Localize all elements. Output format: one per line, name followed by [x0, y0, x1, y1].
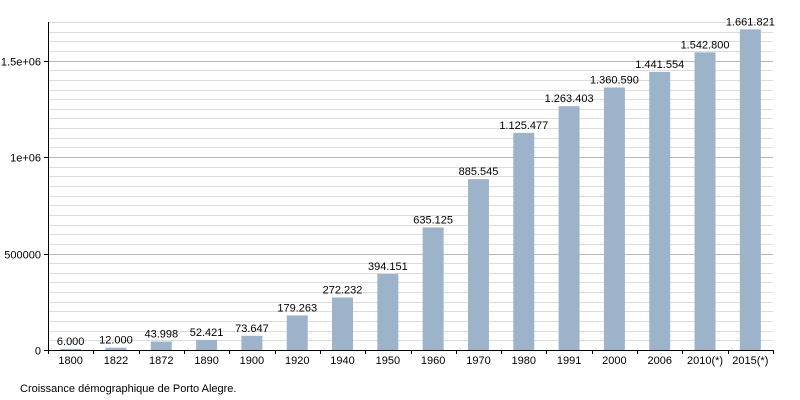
data-label-2010(*): 1.542.800	[681, 39, 730, 51]
data-label-1872: 43.998	[144, 329, 178, 341]
x-tick-label: 1950	[376, 355, 400, 367]
data-label-1940: 272.232	[323, 284, 363, 296]
x-tick-label: 1920	[285, 355, 309, 367]
chart-caption: Croissance démographique de Porto Alegre…	[20, 383, 237, 395]
bar-1920	[286, 315, 308, 350]
data-label-1822: 12.000	[99, 335, 133, 347]
axes: 0 500000 1e+06 1.5e+06 1800 1822 1872 1890 1900 1…	[1, 22, 774, 367]
x-tick-label: 1872	[149, 355, 173, 367]
data-label-2000: 1.360.590	[590, 74, 639, 86]
x-tick-label: 1890	[194, 355, 218, 367]
x-tick-label: 2010(*)	[687, 355, 723, 367]
bar-2015(*)	[739, 29, 761, 350]
y-tick-label: 1.5e+06	[1, 57, 41, 69]
data-label-2006: 1.441.554	[635, 59, 684, 71]
y-tick-label: 0	[35, 346, 41, 358]
bar-1890	[196, 339, 218, 350]
bar-2010(*)	[694, 52, 716, 350]
y-tick-label: 1e+06	[10, 153, 41, 165]
x-tick-label: 1960	[421, 355, 445, 367]
x-tick-label: 1800	[58, 355, 82, 367]
x-tick-label: 1970	[466, 355, 490, 367]
x-tick-label: 2000	[602, 355, 626, 367]
data-label-1890: 52.421	[190, 327, 224, 339]
data-label-1950: 394.151	[368, 261, 408, 273]
bar-1872	[150, 341, 172, 350]
x-tick-label: 1940	[330, 355, 354, 367]
bars	[60, 29, 761, 351]
data-labels: 6.000 12.000 43.998 52.421 73.647 179.263 272.…	[57, 16, 775, 347]
bar-1950	[377, 273, 399, 350]
x-tick-label: 2006	[647, 355, 671, 367]
bar-1980	[513, 132, 535, 350]
bar-1940	[332, 297, 354, 350]
data-label-1970: 885.545	[459, 166, 499, 178]
data-label-1991: 1.263.403	[545, 93, 594, 105]
data-label-1960: 635.125	[413, 214, 453, 226]
x-tick-label: 1822	[104, 355, 128, 367]
data-label-1980: 1.125.477	[499, 120, 548, 132]
bar-1970	[467, 179, 489, 350]
data-label-2015(*): 1.661.821	[726, 16, 775, 28]
x-tick-label: 1900	[240, 355, 264, 367]
y-tick-label: 500000	[4, 250, 41, 262]
x-tick-label: 1980	[512, 355, 536, 367]
bar-1991	[558, 106, 580, 350]
bar-2006	[649, 71, 671, 351]
bar-1960	[422, 227, 444, 350]
bar-1800	[60, 348, 82, 350]
x-tick-label: 1991	[557, 355, 581, 367]
bar-1822	[105, 347, 127, 350]
bar-1900	[241, 335, 263, 350]
data-label-1920: 179.263	[277, 302, 317, 314]
x-tick-label: 2015(*)	[732, 355, 768, 367]
data-label-1800: 6.000	[57, 336, 85, 348]
bar-2000	[603, 87, 625, 350]
data-label-1900: 73.647	[235, 323, 269, 335]
